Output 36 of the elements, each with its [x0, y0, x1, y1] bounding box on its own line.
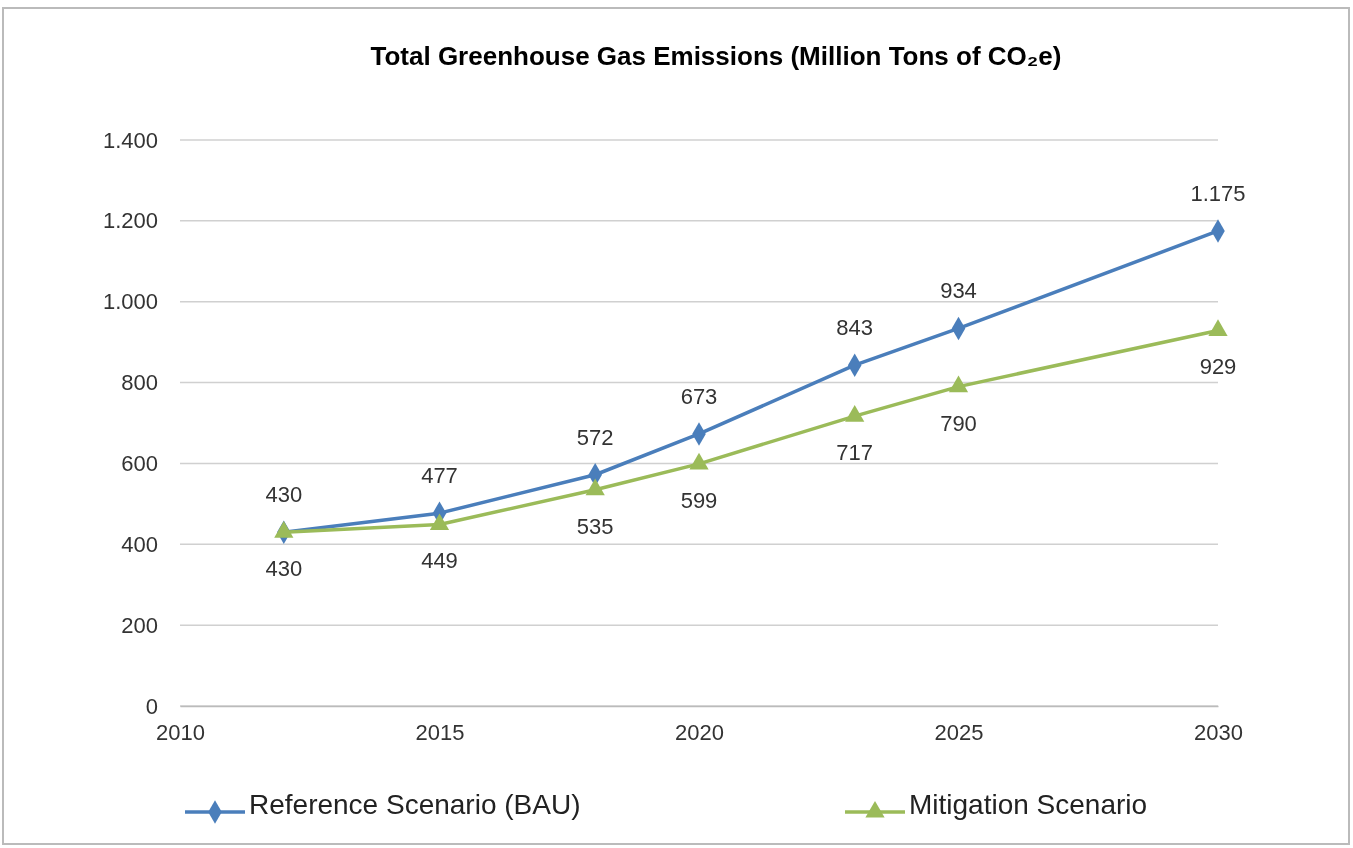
- x-tick-label: 2025: [934, 719, 984, 745]
- point: [585, 478, 605, 496]
- data-label: 430: [265, 556, 303, 582]
- data-label: 477: [421, 463, 458, 489]
- x-tick-label: 2015: [415, 719, 465, 745]
- data-label: 599: [680, 487, 718, 513]
- point: [845, 405, 865, 422]
- data-label: 572: [576, 424, 614, 450]
- data-label: 449: [421, 548, 458, 574]
- data-label: 430: [265, 482, 303, 508]
- data-label: 717: [836, 440, 874, 466]
- y-tick-label: 0: [145, 693, 158, 719]
- legend-label: Reference Scenario (BAU): [249, 789, 581, 820]
- point: [689, 452, 709, 470]
- x-tick-label: 2010: [156, 719, 205, 745]
- y-tick-label: 1.200: [102, 208, 158, 234]
- point: [274, 521, 294, 538]
- legend-label: Mitigation Scenario: [909, 789, 1148, 820]
- point: [429, 513, 450, 531]
- chart-title: Total Greenhouse Gas Emissions (Million Tons of CO₂e): [370, 41, 1062, 71]
- y-tick-label: 1.400: [102, 127, 158, 153]
- data-label: 934: [940, 278, 977, 304]
- y-tick-label: 200: [121, 612, 158, 638]
- y-tick-label: 600: [121, 450, 158, 476]
- data-label: 929: [1199, 354, 1237, 380]
- point: [948, 375, 969, 393]
- data-label: 1.175: [1190, 180, 1246, 206]
- data-label: 673: [680, 383, 718, 409]
- y-tick-label: 800: [121, 370, 158, 396]
- y-tick-label: 1.000: [102, 289, 158, 315]
- x-tick-label: 2020: [675, 719, 724, 745]
- x-tick-label: 2030: [1194, 719, 1243, 745]
- y-tick-label: 400: [121, 531, 158, 557]
- data-label: 535: [576, 513, 614, 539]
- data-label: 790: [940, 410, 977, 436]
- data-label: 843: [836, 315, 874, 341]
